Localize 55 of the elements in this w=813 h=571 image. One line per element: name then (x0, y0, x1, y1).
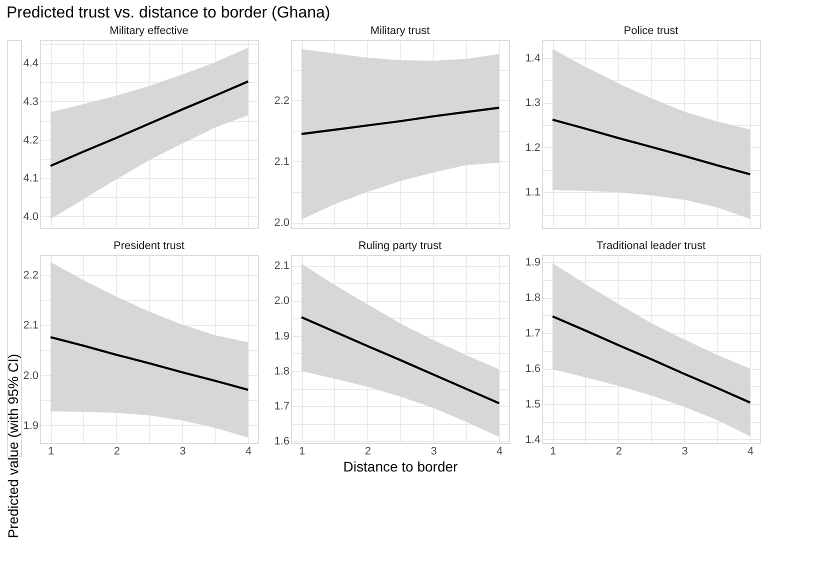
x-tick-label: 1 (298, 446, 306, 458)
text: Predicted trust vs. distance to border (Ghana) (6, 4, 330, 22)
x-tick-label: 4 (496, 446, 503, 458)
y-tick-label: 2.1 (274, 156, 290, 168)
x-tick-label: 2 (114, 446, 120, 458)
line-series (49, 80, 250, 167)
line-series (49, 336, 250, 391)
y-tick-label: 1.7 (274, 400, 290, 413)
chart-title: Ruling party trust (358, 240, 442, 252)
chart-title: Traditional leader trust (596, 240, 706, 252)
y-tick-label: 4.3 (23, 96, 38, 108)
y-tick-label: 1.6 (525, 363, 540, 376)
y-tick-label: 1.3 (525, 97, 540, 110)
line-series (551, 315, 752, 404)
y-tick-label: 2.0 (274, 295, 290, 308)
x-tick-label: 3 (682, 446, 688, 458)
y-tick-label: 1.1 (525, 186, 540, 199)
x-tick-label: 4 (246, 446, 252, 458)
y-tick-label: 1.7 (525, 328, 540, 340)
y-tick-label: 2.2 (274, 94, 290, 107)
line-series (300, 106, 500, 136)
chart-title: Military trust (370, 25, 430, 37)
y-tick-label: 2.1 (274, 260, 290, 272)
y-tick-label: 1.4 (525, 52, 540, 64)
chart-title: Military effective (110, 25, 188, 37)
x-tick-label: 3 (180, 446, 186, 458)
y-tick-label: 2.2 (23, 270, 38, 282)
y-tick-label: 1.4 (525, 434, 540, 446)
y-tick-label: 1.8 (274, 365, 290, 378)
chart-title: Police trust (624, 25, 678, 37)
y-tick-label: 1.8 (525, 292, 540, 304)
x-axis-title: Distance to border (343, 458, 458, 474)
line-series (551, 118, 752, 176)
y-tick-label: 4.0 (23, 210, 38, 223)
y-tick-label: 1.2 (525, 142, 540, 154)
x-tick-label: 2 (364, 446, 371, 458)
line-series (300, 316, 500, 404)
y-tick-label: 1.9 (23, 420, 38, 432)
y-tick-label: 1.5 (525, 398, 540, 410)
y-tick-label: 2.0 (274, 217, 290, 230)
y-tick-label: 4.2 (23, 134, 38, 146)
x-tick-label: 1 (48, 446, 54, 458)
y-tick-label: 2.1 (23, 320, 38, 332)
y-tick-label: 1.9 (525, 256, 540, 269)
y-tick-label: 4.4 (23, 58, 38, 70)
y-tick-label: 4.1 (23, 172, 38, 185)
x-tick-label: 3 (430, 446, 437, 458)
chart-title: President trust (114, 240, 184, 252)
y-tick-label: 1.9 (274, 330, 290, 342)
y-tick-label: 2.0 (23, 370, 38, 382)
x-tick-label: 1 (550, 446, 556, 458)
y-axis-title: Predicted value (with 95% CI) (5, 354, 21, 538)
y-tick-label: 1.6 (274, 436, 290, 448)
x-tick-label: 4 (748, 446, 754, 458)
x-tick-label: 2 (616, 446, 622, 458)
